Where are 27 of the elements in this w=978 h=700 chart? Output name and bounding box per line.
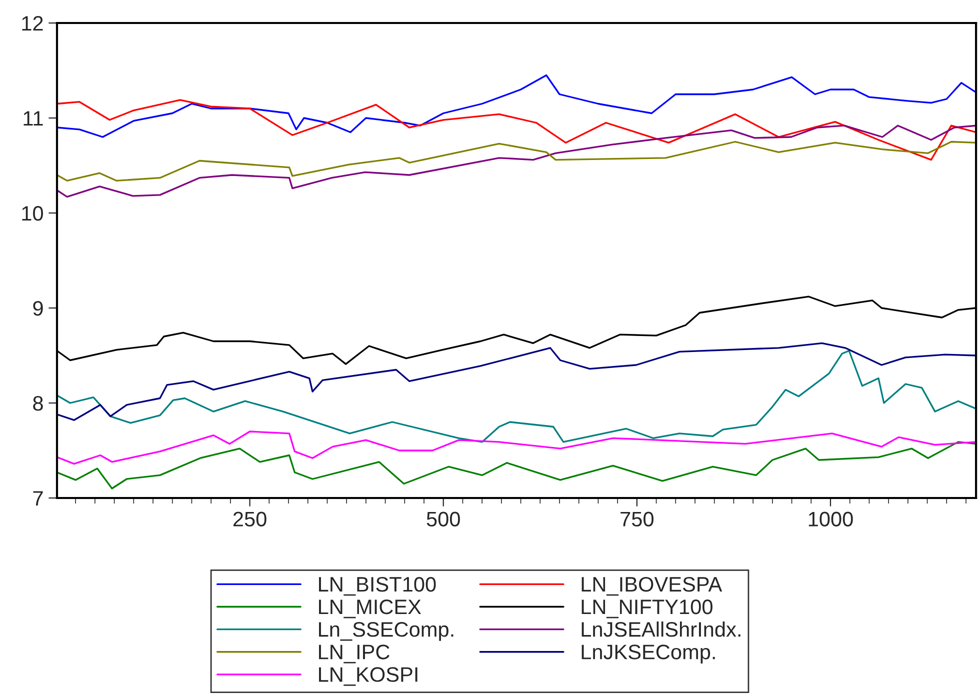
legend-label: LnJSEAllShrIndx. [582, 622, 740, 637]
y-tick-label: 10 [22, 206, 43, 221]
line-series [57, 74, 976, 138]
line-series [57, 124, 976, 198]
line-series [57, 441, 976, 490]
legend-label: LnJKSEComp. [582, 644, 715, 664]
line-series [57, 342, 976, 421]
x-tick-label: 250 [233, 512, 266, 526]
y-tick-label: 9 [33, 301, 43, 316]
y-tick-label: 12 [22, 16, 43, 31]
y-tick-label: 7 [33, 491, 43, 506]
y-tick-label: 11 [24, 111, 43, 126]
line-series [57, 350, 976, 443]
line-series [57, 99, 976, 161]
line-series [57, 430, 976, 465]
x-tick-label: 1000 [808, 512, 853, 526]
legend-label: LN_BIST100 [319, 576, 436, 596]
x-tick-label: 500 [426, 512, 460, 526]
legend-label: LN_IBOVESPA [582, 576, 722, 596]
x-tick-label: 750 [620, 512, 654, 526]
legend-label: LN_IPC [319, 644, 390, 664]
legend-label: LN_MICEX [319, 600, 422, 618]
legend-label: LN_KOSPI [319, 667, 418, 686]
legend-label: Ln_SSEComp. [319, 622, 454, 641]
y-tick-label: 8 [33, 396, 43, 411]
legend-label: LN_NIFTY100 [582, 600, 712, 618]
line-series [57, 140, 976, 182]
